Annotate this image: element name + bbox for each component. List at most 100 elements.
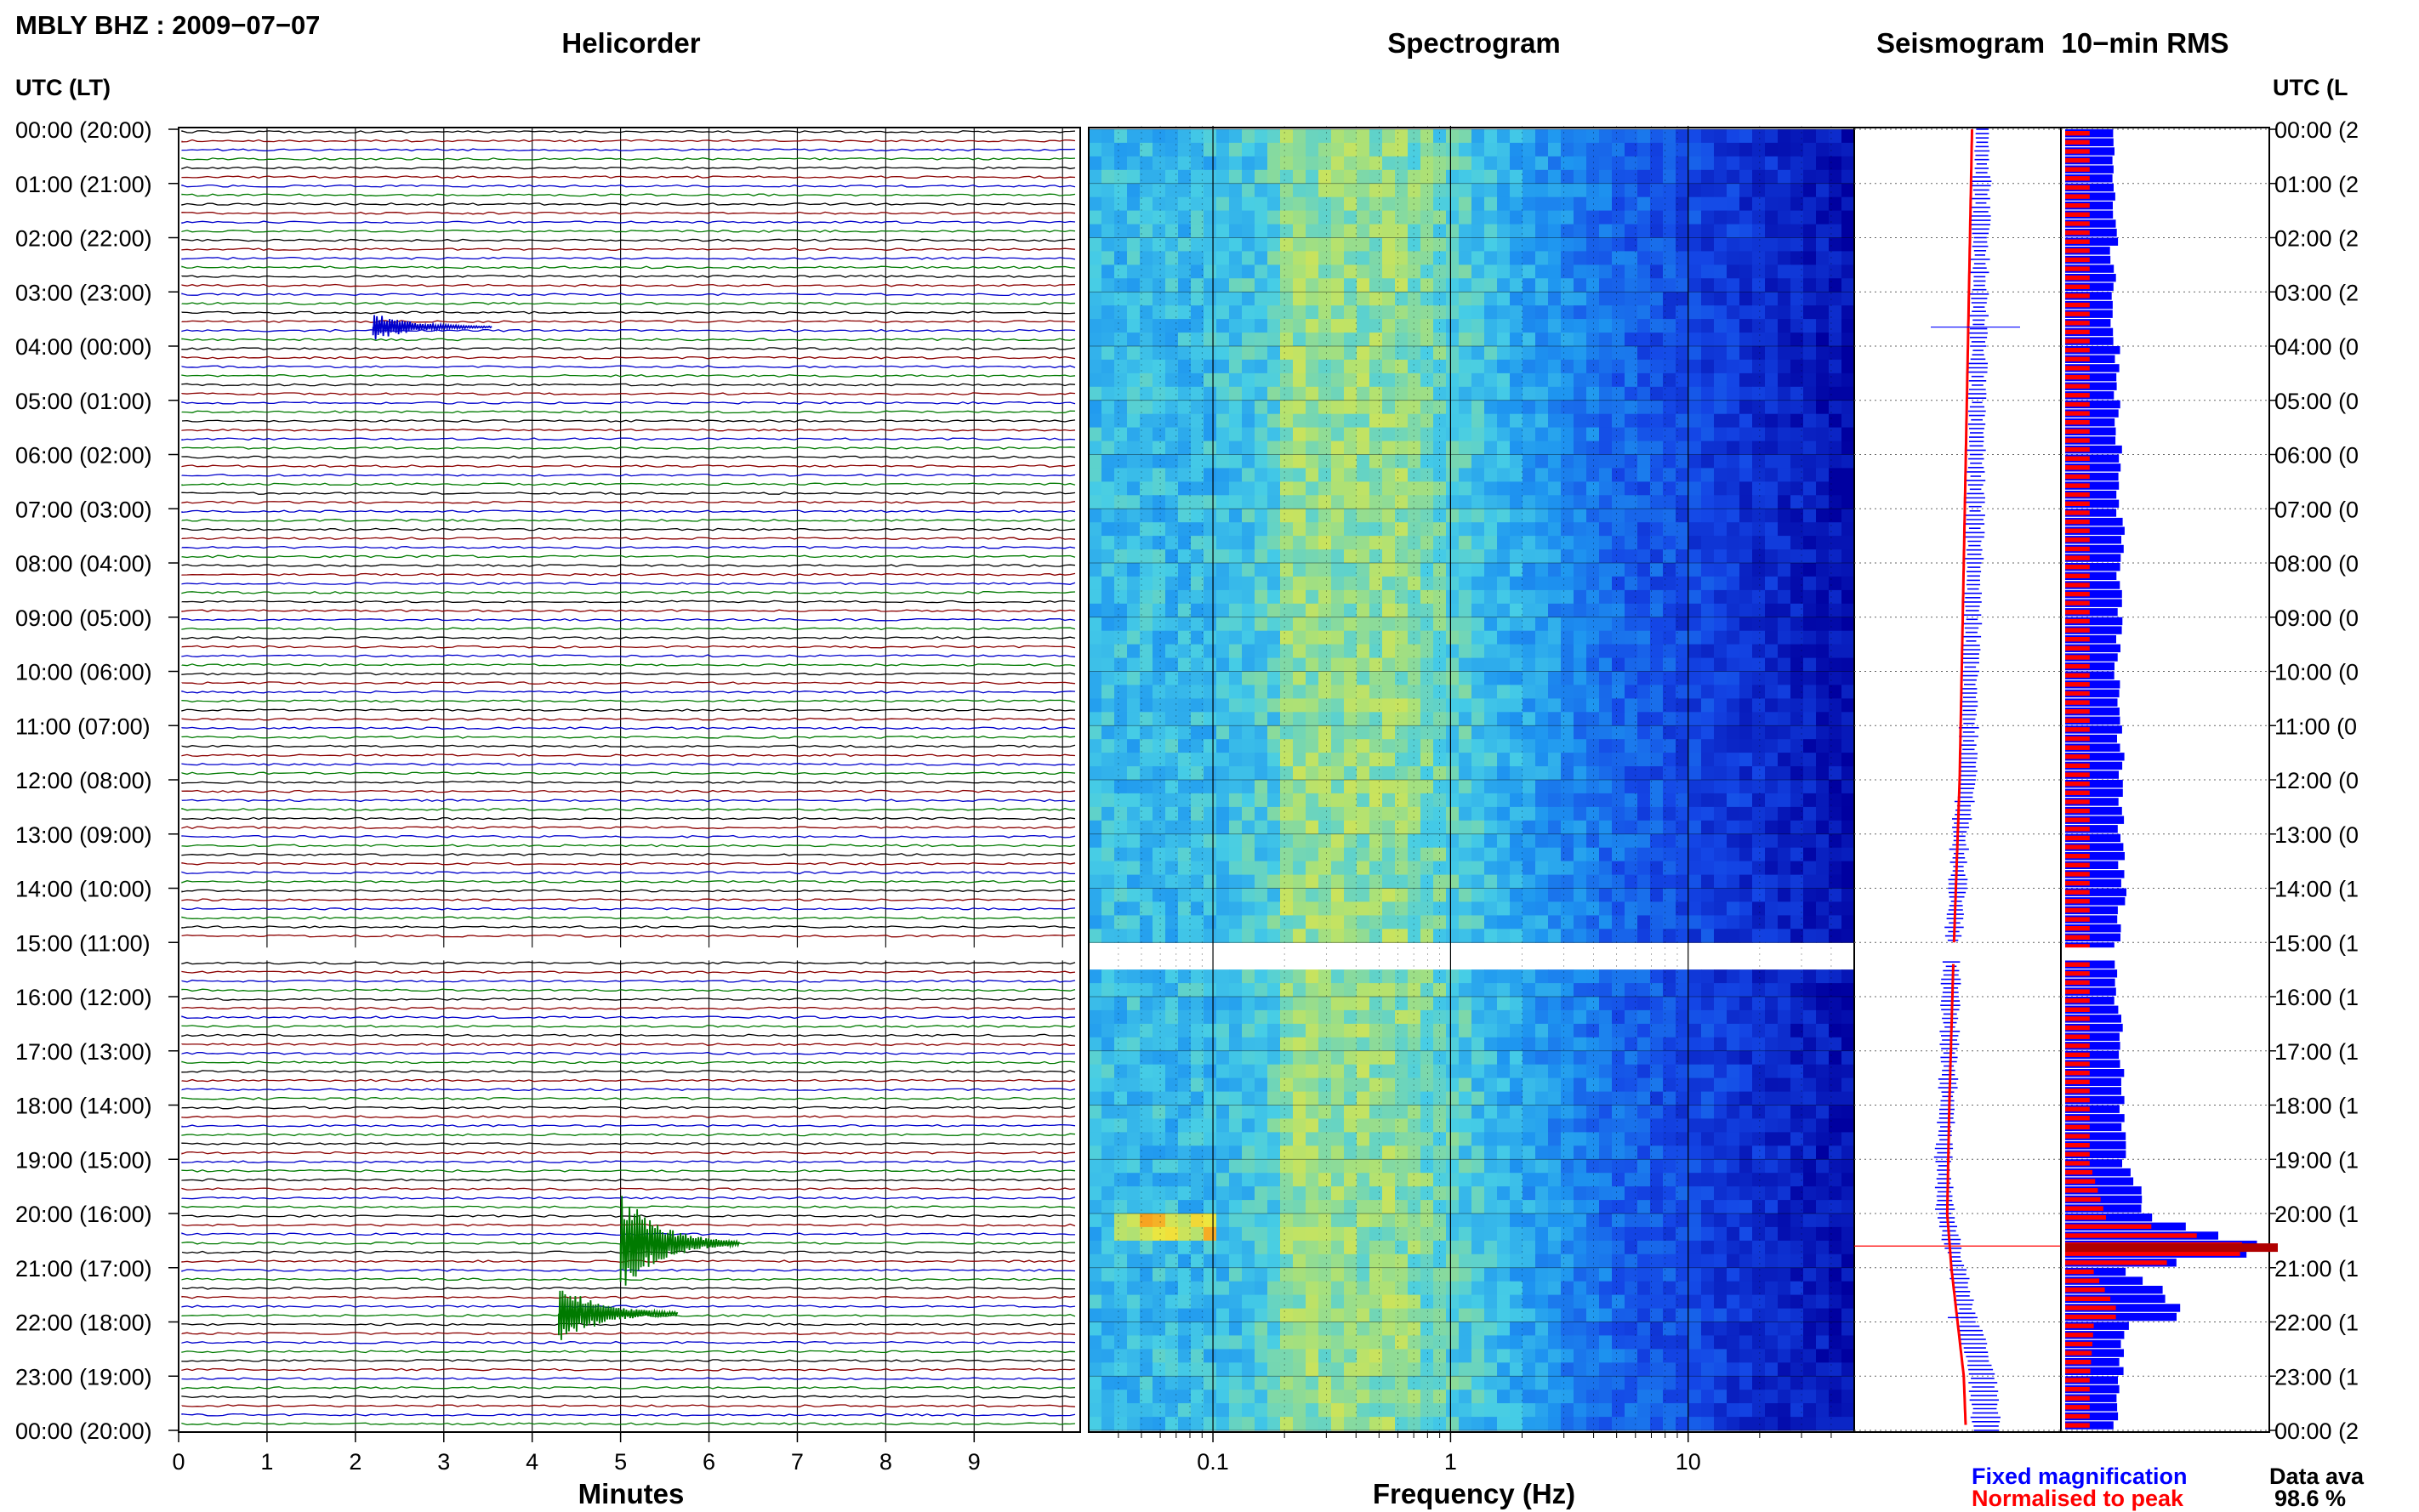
spectrogram-cell	[1267, 1226, 1281, 1242]
spectrogram-cell	[1331, 237, 1345, 252]
spectrogram-cell	[1714, 644, 1727, 659]
spectrogram-cell	[1778, 888, 1791, 902]
spectrogram-cell	[1242, 915, 1255, 929]
spectrogram-cell	[1216, 969, 1230, 984]
spectrogram-cell	[1752, 861, 1766, 876]
spectrogram-cell	[1165, 1240, 1179, 1255]
spectrogram-cell	[1395, 753, 1409, 767]
spectrogram-cell	[1637, 210, 1651, 225]
spectrogram-cell	[1471, 739, 1485, 753]
spectrogram-cell	[1790, 142, 1804, 157]
spectrogram-cell	[1778, 454, 1791, 469]
spectrogram-cell	[1280, 1023, 1294, 1038]
spectrogram-cell	[1523, 997, 1536, 1011]
spectrogram-cell	[1216, 983, 1230, 998]
spectrogram-cell	[1625, 1173, 1638, 1187]
spectrogram-cell	[1459, 861, 1472, 876]
spectrogram-cell	[1446, 1159, 1460, 1174]
spectrogram-cell	[1369, 657, 1383, 673]
spectrogram-cell	[1306, 441, 1319, 456]
spectrogram-cell	[1369, 1050, 1383, 1066]
spectrogram-cell	[1841, 617, 1855, 632]
spectrogram-cell	[1586, 563, 1600, 577]
spectrogram-cell	[1790, 1050, 1804, 1066]
spectrogram-cell	[1127, 1050, 1141, 1066]
spectrogram-cell	[1701, 915, 1715, 929]
spectrogram-cell	[1625, 1132, 1638, 1146]
spectrogram-cell	[1484, 196, 1498, 212]
spectrogram-cell	[1484, 780, 1498, 794]
spectrogram-cell	[1446, 1091, 1460, 1106]
spectrogram-cell	[1280, 997, 1294, 1011]
spectrogram-cell	[1242, 929, 1255, 943]
spectrogram-cell	[1229, 522, 1243, 537]
spectrogram-cell	[1216, 536, 1230, 550]
spectrogram-cell	[1561, 712, 1574, 726]
spectrogram-cell	[1650, 169, 1664, 185]
spectrogram-cell	[1803, 441, 1817, 456]
spectrogram-cell	[1420, 1091, 1434, 1106]
spectrogram-cell	[1625, 292, 1638, 306]
spectrogram-cell	[1574, 874, 1587, 890]
spectrogram-cell	[1829, 983, 1842, 998]
spectrogram-cell	[1178, 901, 1192, 916]
spectrogram-cell	[1114, 372, 1128, 388]
spectrogram-cell	[1574, 644, 1587, 659]
spectrogram-cell	[1191, 1105, 1204, 1119]
spectrogram-cell	[1420, 820, 1434, 835]
spectrogram-cell	[1140, 372, 1153, 388]
spectrogram-cell	[1816, 630, 1830, 645]
spectrogram-cell	[1293, 237, 1306, 252]
spectrogram-cell	[1829, 549, 1842, 564]
spectrogram-cell	[1101, 292, 1115, 306]
spectrogram-cell	[1714, 589, 1727, 605]
spectrogram-cell	[1395, 725, 1409, 740]
spectrogram-cell	[1140, 820, 1153, 835]
spectrogram-cell	[1267, 780, 1281, 794]
spectrogram-cell	[1331, 847, 1345, 862]
spectrogram-cell	[1267, 522, 1281, 537]
spectrogram-cell	[1612, 427, 1625, 442]
spectrogram-cell	[1433, 685, 1447, 699]
spectrogram-cell	[1586, 671, 1600, 685]
spectrogram-cell	[1510, 319, 1523, 333]
spectrogram-cell	[1433, 1064, 1447, 1079]
spectrogram-cell	[1637, 522, 1651, 537]
spectrogram-cell	[1752, 509, 1766, 523]
spectrogram-cell	[1497, 1050, 1511, 1066]
spectrogram-cell	[1114, 1226, 1128, 1242]
spectrogram-cell	[1676, 685, 1689, 699]
spectrogram-cell	[1459, 319, 1472, 333]
spectrogram-cell	[1255, 413, 1268, 429]
spectrogram-cell	[1216, 997, 1230, 1011]
spectrogram-cell	[1790, 427, 1804, 442]
spectrogram-cell	[1382, 1226, 1396, 1242]
spectrogram-cell	[1216, 305, 1230, 320]
spectrogram-cell	[1280, 1118, 1294, 1133]
spectrogram-cell	[1446, 1186, 1460, 1201]
spectrogram-cell	[1497, 766, 1511, 781]
spectrogram-cell	[1178, 1159, 1192, 1174]
spectrogram-cell	[1127, 319, 1141, 333]
spectrogram-cell	[1140, 603, 1153, 618]
spectrogram-cell	[1382, 1037, 1396, 1052]
spectrogram-cell	[1701, 359, 1715, 374]
spectrogram-cell	[1816, 753, 1830, 767]
spectrogram-cell	[1561, 901, 1574, 916]
helicorder-trace	[181, 156, 1076, 161]
spectrogram-cell	[1599, 793, 1613, 808]
spectrogram-cell	[1127, 712, 1141, 726]
spectrogram-cell	[1548, 536, 1562, 550]
spectrogram-cell	[1663, 1064, 1676, 1079]
spectrogram-cell	[1114, 657, 1128, 673]
spectrogram-cell	[1216, 292, 1230, 306]
spectrogram-cell	[1331, 468, 1345, 482]
spectrogram-cell	[1114, 1023, 1128, 1038]
spectrogram-cell	[1229, 874, 1243, 890]
spectrogram-cell	[1306, 685, 1319, 699]
spectrogram-cell	[1127, 156, 1141, 171]
spectrogram-cell	[1306, 725, 1319, 740]
spectrogram-cell	[1204, 603, 1217, 618]
spectrogram-cell	[1752, 657, 1766, 673]
